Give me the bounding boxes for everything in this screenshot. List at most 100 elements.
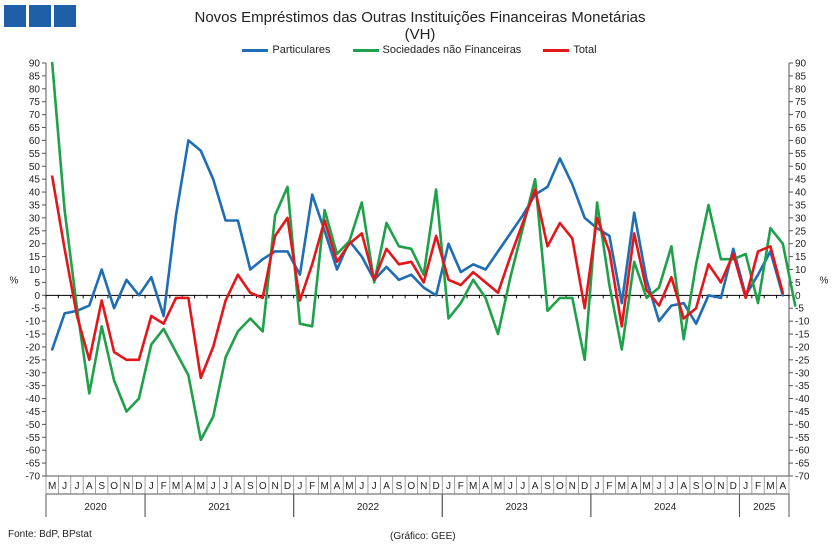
month-label: S	[693, 481, 700, 492]
y-tick-label-right: -60	[795, 446, 810, 457]
y-tick-label: 45	[29, 175, 41, 186]
y-tick-label-right: 60	[795, 136, 807, 147]
y-tick-label: -45	[26, 407, 41, 418]
month-label: M	[48, 481, 56, 492]
y-tick-label: 25	[29, 226, 41, 237]
year-label: 2025	[753, 502, 776, 513]
month-label: D	[135, 481, 142, 492]
y-tick-label-right: 20	[795, 239, 807, 250]
y-tick-label: -30	[26, 368, 41, 379]
y-tick-label: -65	[26, 459, 41, 470]
y-tick-label: 0	[34, 291, 40, 302]
month-label: J	[520, 481, 525, 492]
month-label: M	[642, 481, 650, 492]
y-tick-label: 50	[29, 162, 41, 173]
year-label: 2023	[505, 502, 528, 513]
series-line-2	[50, 175, 785, 380]
y-tick-label-right: -40	[795, 394, 810, 405]
y-tick-label-right: -25	[795, 355, 810, 366]
y-tick-label: 30	[29, 213, 41, 224]
y-tick-label: 20	[29, 239, 41, 250]
month-label: N	[123, 481, 130, 492]
y-tick-label-right: -10	[795, 317, 810, 328]
month-label: J	[743, 481, 748, 492]
y-tick-label: -5	[31, 304, 40, 315]
month-label: S	[396, 481, 403, 492]
month-label: F	[606, 481, 612, 492]
credit-note: (Gráfico: GEE)	[390, 531, 456, 542]
month-label: J	[446, 481, 451, 492]
gee-logo	[4, 5, 76, 27]
month-label: M	[469, 481, 477, 492]
y-tick-label: -50	[26, 420, 41, 431]
legend-swatch	[543, 48, 570, 52]
y-tick-label: -55	[26, 433, 41, 444]
source-note: Fonte: BdP, BPstat	[8, 529, 92, 540]
y-tick-label-right: 75	[795, 97, 807, 108]
y-tick-label: 5	[34, 278, 40, 289]
y-tick-label-right: 90	[795, 59, 807, 70]
chart-title-text: Novos Empréstimos das Outras Instituiçõe…	[194, 9, 646, 26]
y-axis-unit-right: %	[820, 275, 829, 286]
chart-legend: Particulares Sociedades não Financeiras To…	[0, 44, 839, 56]
chart-title: Novos Empréstimos das Outras Instituiçõe…	[150, 9, 690, 43]
y-tick-label: 80	[29, 84, 41, 95]
month-label: O	[110, 481, 118, 492]
month-label: S	[247, 481, 254, 492]
y-tick-label-right: 65	[795, 123, 807, 134]
year-label: 2021	[208, 502, 231, 513]
month-label: M	[494, 481, 502, 492]
month-label: D	[432, 481, 439, 492]
legend-swatch	[352, 48, 379, 52]
y-tick-label: 35	[29, 200, 41, 211]
month-label: A	[532, 481, 539, 492]
y-tick-label-right: 5	[795, 278, 801, 289]
legend-label: Sociedades não Financeiras	[382, 44, 522, 56]
y-tick-label-right: 50	[795, 162, 807, 173]
legend-item-0: Particulares	[242, 44, 331, 56]
y-tick-label-right: -35	[795, 381, 810, 392]
month-label: J	[223, 481, 228, 492]
y-tick-label: 40	[29, 188, 41, 199]
month-label: A	[86, 481, 93, 492]
month-label: N	[271, 481, 278, 492]
legend-item-2: Total	[543, 44, 597, 56]
y-tick-label: 90	[29, 59, 41, 70]
y-tick-label-right: 25	[795, 226, 807, 237]
month-label: D	[284, 481, 291, 492]
y-tick-label-right: -50	[795, 420, 810, 431]
month-label: O	[705, 481, 713, 492]
series-line-1	[50, 61, 797, 442]
y-tick-label: -15	[26, 330, 41, 341]
y-tick-label: -40	[26, 394, 41, 405]
month-label: M	[197, 481, 205, 492]
month-label: J	[74, 481, 79, 492]
month-label: M	[766, 481, 774, 492]
y-tick-label: 85	[29, 71, 41, 82]
month-label: J	[211, 481, 216, 492]
y-tick-label: -60	[26, 446, 41, 457]
y-tick-label: -35	[26, 381, 41, 392]
month-label: M	[172, 481, 180, 492]
y-tick-label-right: -30	[795, 368, 810, 379]
month-label: A	[334, 481, 341, 492]
y-tick-label-right: -20	[795, 342, 810, 353]
y-tick-label-right: 40	[795, 188, 807, 199]
year-label: 2024	[654, 502, 677, 513]
y-tick-label: 65	[29, 123, 41, 134]
month-label: S	[544, 481, 551, 492]
y-tick-label-right: -55	[795, 433, 810, 444]
month-label: A	[779, 481, 786, 492]
month-label: N	[569, 481, 576, 492]
y-tick-label-right: 10	[795, 265, 807, 276]
chart-subtitle: (VH)	[404, 26, 436, 43]
month-label: O	[556, 481, 564, 492]
month-label: M	[618, 481, 626, 492]
month-label: M	[345, 481, 353, 492]
y-tick-label: 70	[29, 110, 41, 121]
month-label: F	[161, 481, 167, 492]
year-label: 2020	[84, 502, 107, 513]
month-label: O	[259, 481, 267, 492]
y-axis-unit-left: %	[10, 275, 19, 286]
